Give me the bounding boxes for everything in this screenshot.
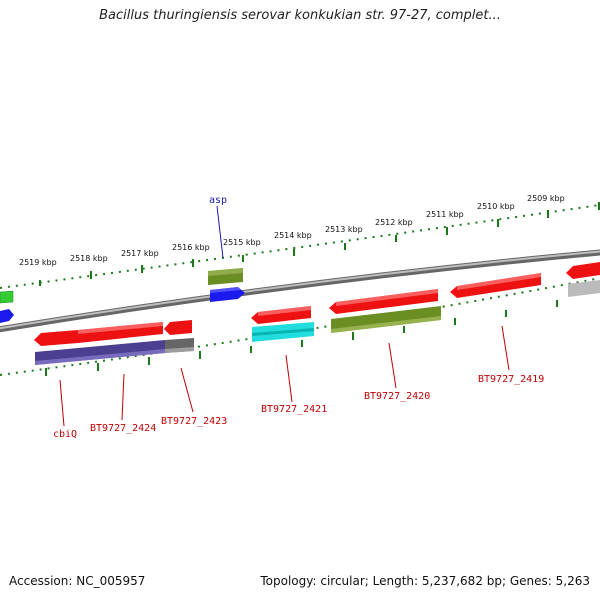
gene-2424-navy-shine [35, 349, 165, 365]
gene-right-gray[interactable] [568, 280, 600, 297]
scale-ticks-upper [39, 202, 600, 286]
leader-2419 [501, 325, 510, 371]
accession-text: Accession: NC_005957 [9, 574, 146, 588]
kbp-label: 2510 kbp [477, 202, 515, 211]
kbp-label: 2512 kbp [375, 218, 413, 227]
gene-label-2420[interactable]: BT9727_2420 [364, 391, 430, 402]
kbp-label: 2516 kbp [172, 243, 210, 252]
leader-cbiq [59, 379, 65, 427]
gene-2423-red[interactable] [164, 320, 192, 335]
gene-asp-olive-shine [208, 268, 243, 276]
gene-label-2419[interactable]: BT9727_2419 [478, 374, 544, 385]
scale-ticks-lower [45, 300, 558, 376]
gene-blue-left[interactable] [0, 309, 14, 323]
scale-labels: 2519 kbp 2518 kbp 2517 kbp 2516 kbp 2515… [19, 194, 565, 267]
leader-2421 [285, 354, 293, 403]
gene-2424-red-shine [78, 322, 163, 334]
gene-label-asp[interactable]: asp [209, 195, 227, 206]
gene-2421-cyan-stripe [252, 328, 314, 336]
gene-label-cbiq[interactable]: cbiQ [53, 429, 77, 440]
gene-green-left[interactable] [0, 290, 14, 304]
kbp-label: 2517 kbp [121, 249, 159, 258]
kbp-label: 2515 kbp [223, 238, 261, 247]
map-title: Bacillus thuringiensis serovar konkukian… [99, 8, 501, 23]
gene-2419-red-shine [457, 273, 541, 290]
gene-2423-gray-shine [165, 347, 194, 353]
scale-line-upper [0, 204, 600, 289]
gene-right-red[interactable] [566, 262, 600, 279]
kbp-label: 2518 kbp [70, 254, 108, 263]
leader-asp [216, 205, 224, 259]
gene-label-2424[interactable]: BT9727_2424 [90, 423, 156, 434]
kbp-label: 2511 kbp [426, 210, 464, 219]
kbp-label: 2509 kbp [527, 194, 565, 203]
leader-2423 [180, 367, 194, 413]
gene-asp-blue-shine [210, 287, 241, 293]
kbp-label: 2519 kbp [19, 258, 57, 267]
kbp-label: 2514 kbp [274, 231, 312, 240]
genome-backbone-highlight [0, 250, 600, 330]
gene-2420-red-shine [336, 289, 438, 306]
kbp-label: 2513 kbp [325, 225, 363, 234]
leader-2420 [388, 342, 397, 389]
gene-2420-olive-shine [331, 316, 441, 333]
topology-summary: Topology: circular; Length: 5,237,682 bp… [260, 574, 590, 588]
gene-cbiq-red[interactable] [34, 330, 78, 346]
label-leaders [59, 205, 510, 427]
gene-2421-red-shine [258, 306, 311, 316]
gene-labels: asp cbiQ BT9727_2424 BT9727_2423 BT9727_… [53, 195, 544, 440]
gene-label-2421[interactable]: BT9727_2421 [261, 404, 327, 415]
gene-label-2423[interactable]: BT9727_2423 [161, 416, 227, 427]
leader-2424 [121, 373, 125, 421]
